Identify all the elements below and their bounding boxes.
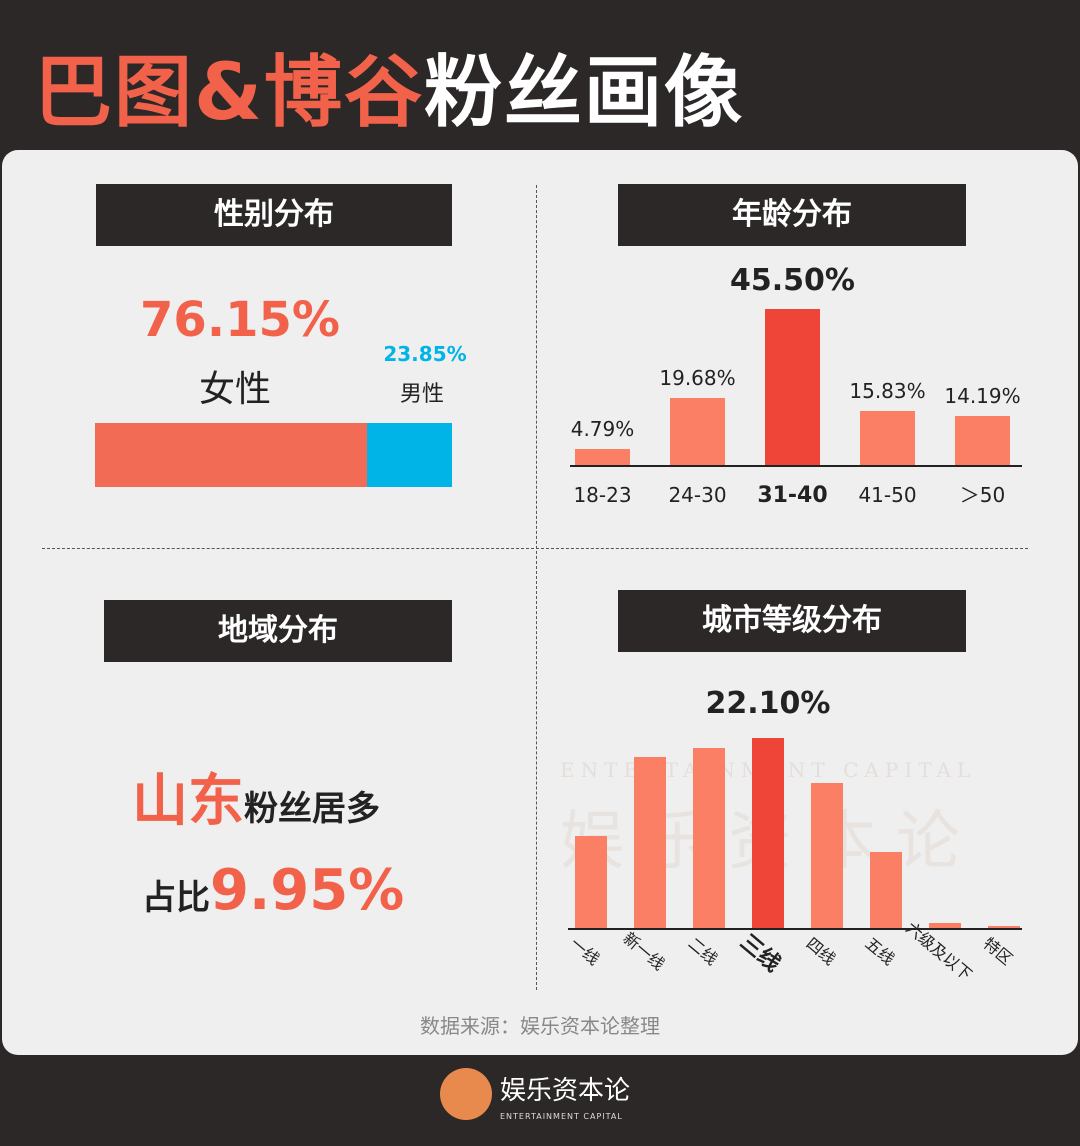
divider-horizontal — [42, 548, 1028, 549]
city-axis — [568, 928, 1022, 930]
data-source: 数据来源：娱乐资本论整理 — [420, 1014, 660, 1038]
age-bar — [670, 397, 725, 465]
male-label: 男性 — [399, 382, 444, 407]
age-category-label: ＞50 — [959, 483, 1006, 507]
male-pct: 23.85% — [383, 342, 467, 366]
city-bar — [870, 852, 902, 928]
age-value-label: 45.50% — [730, 263, 855, 298]
age-category-label: 41-50 — [858, 483, 917, 507]
gender-bar — [95, 423, 452, 487]
region-share: 占比9.95% — [142, 858, 405, 923]
region-header: 地域分布 — [104, 600, 452, 662]
city-bar — [988, 926, 1020, 928]
footer-brand-en: ENTERTAINMENT CAPITAL — [500, 1112, 623, 1121]
female-bar-fill — [95, 423, 367, 487]
age-value-label: 4.79% — [570, 416, 635, 441]
age-bar — [575, 448, 630, 465]
age-header: 年龄分布 — [618, 184, 966, 246]
divider-vertical — [536, 185, 537, 990]
female-pct: 76.15% — [140, 292, 340, 348]
region-top: 山东粉丝居多 — [132, 769, 380, 834]
footer-brand: 娱乐资本论 — [500, 1076, 631, 1106]
age-category-label: 24-30 — [668, 483, 727, 507]
city-bar — [752, 738, 784, 928]
age-category-label: 31-40 — [757, 483, 828, 508]
gender-header: 性别分布 — [96, 184, 452, 246]
age-value-label: 15.83% — [849, 378, 926, 403]
age-category-label: 18-23 — [573, 483, 632, 507]
age-value-label: 14.19% — [944, 384, 1021, 409]
age-value-label: 19.68% — [659, 365, 736, 390]
city-bar — [575, 836, 607, 928]
female-label: 女性 — [198, 369, 271, 410]
age-axis — [570, 465, 1022, 467]
age-bar — [765, 309, 820, 465]
brand-logo-icon — [440, 1068, 492, 1120]
city-bar — [693, 748, 725, 928]
city-value-label: 22.10% — [705, 686, 831, 721]
city-bar — [811, 782, 843, 928]
city-header: 城市等级分布 — [618, 590, 966, 652]
page-title: 巴图&博谷粉丝画像 — [34, 48, 745, 138]
city-bar — [929, 922, 961, 928]
city-bar — [634, 756, 666, 928]
age-bar — [955, 416, 1010, 465]
age-bar — [860, 410, 915, 465]
